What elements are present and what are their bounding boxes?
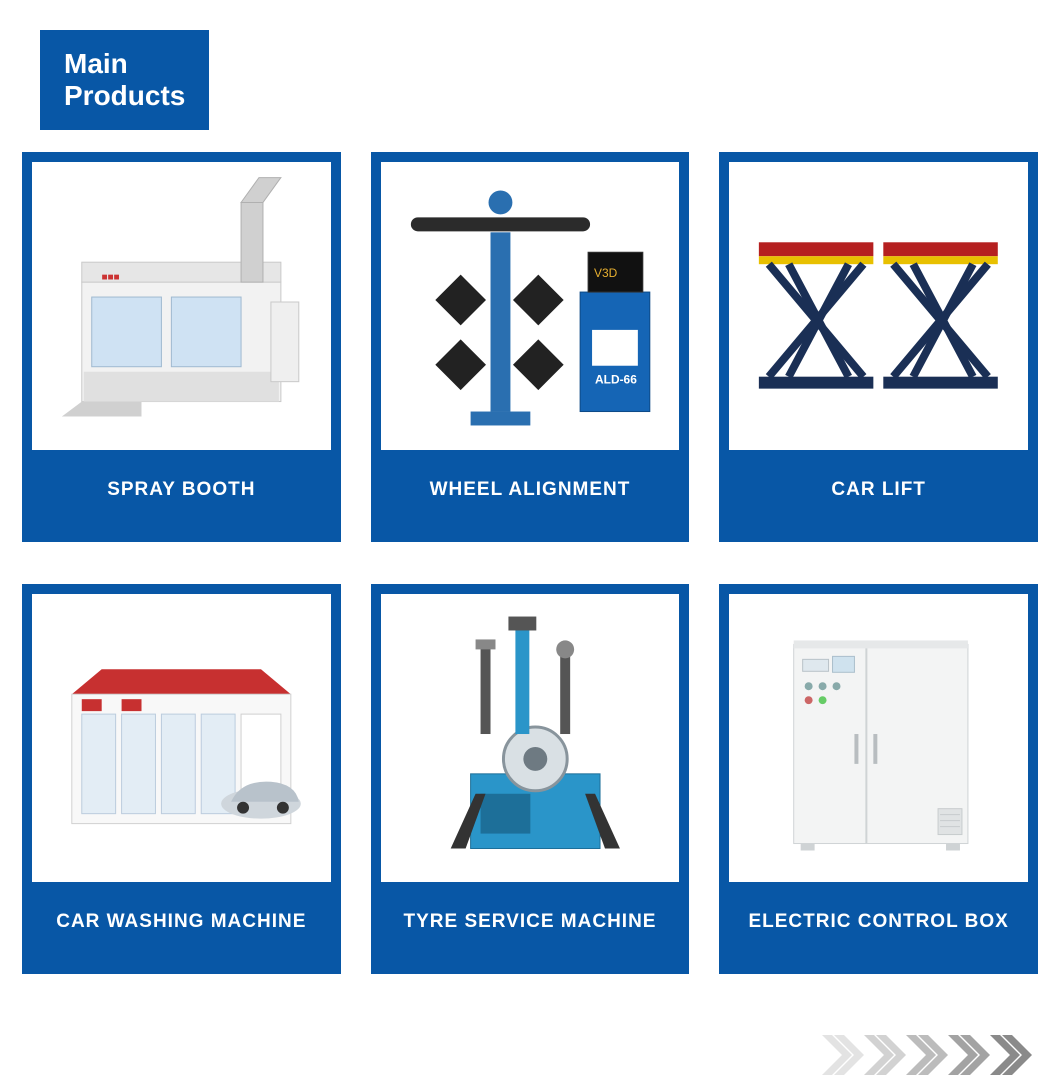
wheel-alignment-icon: V3D ALD-66 — [381, 162, 680, 450]
product-label: CAR WASHING MACHINE — [32, 882, 331, 964]
svg-text:■■■: ■■■ — [102, 272, 120, 283]
product-card-spray-booth[interactable]: ■■■ SPRAY BOOTH — [22, 152, 341, 542]
product-card-electric-control-box[interactable]: ELECTRIC CONTROL BOX — [719, 584, 1038, 974]
svg-text:ALD-66: ALD-66 — [595, 373, 637, 387]
header-line2: Products — [64, 80, 185, 112]
product-image-wheel-alignment: V3D ALD-66 — [381, 162, 680, 450]
header-line1: Main — [64, 48, 185, 80]
product-label: SPRAY BOOTH — [32, 450, 331, 532]
electric-control-box-icon — [729, 594, 1028, 882]
chevron-row — [822, 1035, 1032, 1075]
product-label: TYRE SERVICE MACHINE — [381, 882, 680, 964]
car-washing-machine-icon — [32, 594, 331, 882]
product-card-car-lift[interactable]: CAR LIFT — [719, 152, 1038, 542]
header-badge: Main Products — [40, 30, 209, 130]
product-image-car-lift — [729, 162, 1028, 450]
product-image-car-washing-machine — [32, 594, 331, 882]
chevrons-icon — [822, 1035, 1032, 1075]
car-lift-icon — [729, 162, 1028, 450]
product-label: CAR LIFT — [729, 450, 1028, 532]
product-image-spray-booth: ■■■ — [32, 162, 331, 450]
product-label: WHEEL ALIGNMENT — [381, 450, 680, 532]
product-card-car-washing-machine[interactable]: CAR WASHING MACHINE — [22, 584, 341, 974]
product-card-wheel-alignment[interactable]: V3D ALD-66 WHEEL ALIGNMENT — [371, 152, 690, 542]
product-label: ELECTRIC CONTROL BOX — [729, 882, 1028, 964]
tyre-service-machine-icon — [381, 594, 680, 882]
spray-booth-icon: ■■■ — [32, 162, 331, 450]
svg-text:V3D: V3D — [594, 267, 618, 281]
product-image-tyre-service-machine — [381, 594, 680, 882]
product-image-electric-control-box — [729, 594, 1028, 882]
product-card-tyre-service-machine[interactable]: TYRE SERVICE MACHINE — [371, 584, 690, 974]
product-grid: ■■■ SPRAY BOOTH V3D ALD-66 — [22, 152, 1038, 974]
